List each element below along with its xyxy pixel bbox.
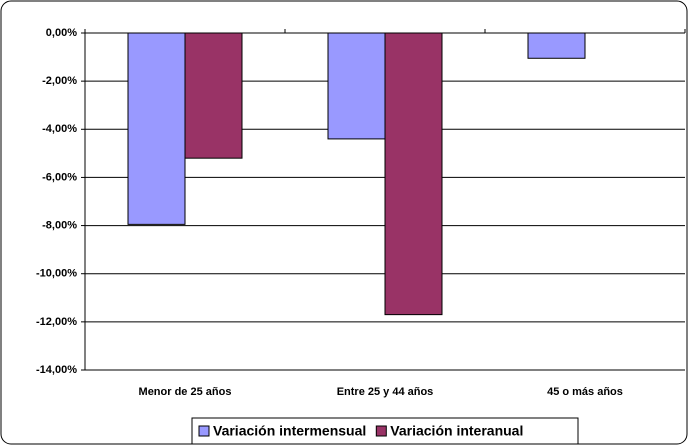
- x-tick-label: Entre 25 y 44 años: [337, 386, 434, 398]
- y-tick-label: -6,00%: [42, 171, 77, 183]
- legend-label: Variación intermensual: [213, 423, 366, 439]
- bar: [384, 32, 443, 316]
- bar: [184, 32, 243, 159]
- y-tick-label: 0,00%: [46, 27, 77, 39]
- y-tick-label: -14,00%: [36, 364, 77, 376]
- legend-label: Variación interanual: [390, 423, 523, 439]
- y-tick-label: -10,00%: [36, 268, 77, 280]
- y-tick-label: -4,00%: [42, 123, 77, 135]
- x-tick-label: 45 o más años: [547, 386, 623, 398]
- bar: [127, 32, 186, 225]
- y-tick-label: -8,00%: [42, 219, 77, 231]
- legend-swatch: [198, 425, 210, 437]
- y-tick-label: -2,00%: [42, 75, 77, 87]
- bar: [327, 32, 386, 140]
- x-tick-label: Menor de 25 años: [139, 386, 232, 398]
- bar: [527, 32, 586, 59]
- legend-swatch: [375, 425, 387, 437]
- y-tick-label: -12,00%: [36, 316, 77, 328]
